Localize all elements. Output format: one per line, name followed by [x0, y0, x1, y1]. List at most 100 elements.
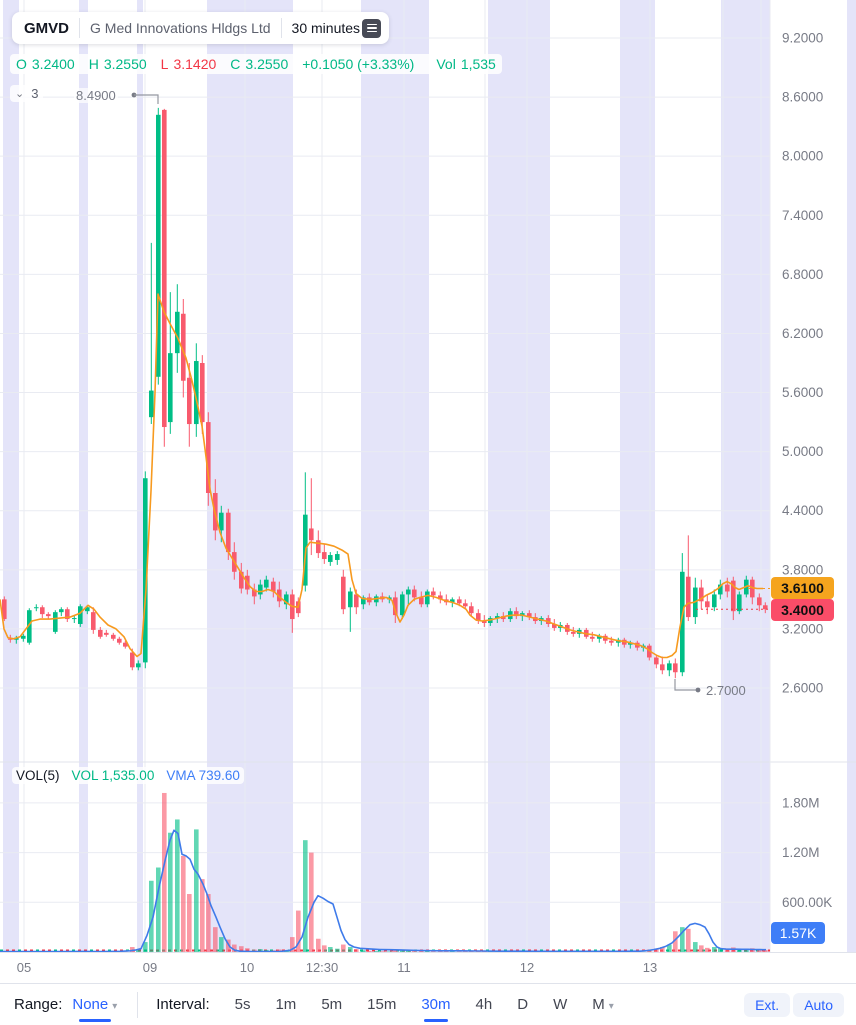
candle-body — [712, 594, 717, 607]
close-label: C — [230, 56, 240, 72]
volume-legend[interactable]: VOL(5) VOL 1,535.00 VMA 739.60 — [12, 767, 244, 784]
edge-band — [847, 0, 856, 952]
candle-body — [168, 353, 173, 422]
volume-bar — [341, 945, 346, 952]
candle-body — [91, 612, 96, 630]
candle-body — [660, 664, 665, 670]
session-band — [137, 0, 143, 952]
company-name: G Med Innovations Hldgs Ltd — [90, 20, 271, 36]
candle-body — [309, 528, 314, 540]
symbol-ticker[interactable]: GMVD — [24, 20, 69, 37]
list-icon[interactable] — [362, 19, 381, 38]
open-value: 3.2400 — [32, 56, 75, 72]
interval-option-4h[interactable]: 4h — [476, 996, 493, 1013]
volume-current-value: VOL 1,535.00 — [72, 768, 155, 783]
price-tick-label: 8.0000 — [782, 149, 823, 164]
volume-bar — [309, 853, 314, 952]
last-volume-badge: 1.57K — [771, 922, 825, 944]
candle-body — [725, 585, 730, 592]
time-label: 10 — [240, 960, 254, 975]
price-tick-label: 9.2000 — [782, 31, 823, 46]
volume-tick-label: 1.80M — [782, 795, 820, 810]
interval-option-5s[interactable]: 5s — [235, 996, 251, 1013]
price-tick-label: 5.6000 — [782, 385, 823, 400]
price-tick-label: 6.2000 — [782, 326, 823, 341]
indicator-collapse-chip[interactable]: ⌄ 3 — [10, 85, 43, 102]
volume-bar — [187, 894, 192, 952]
session-band — [361, 0, 429, 952]
price-tick-label: 7.4000 — [782, 208, 823, 223]
scale-buttons: Ext. Auto — [744, 993, 844, 1017]
interval-option-30m[interactable]: 30m — [421, 996, 450, 1013]
candle-body — [200, 363, 205, 422]
candle-body — [104, 633, 109, 635]
divider — [281, 18, 282, 38]
candle-body — [117, 639, 122, 643]
candle-body — [348, 591, 353, 607]
candle-body — [737, 594, 742, 611]
price-tick-label: 3.8000 — [782, 562, 823, 577]
candle-body — [264, 580, 269, 588]
candle-body — [354, 594, 359, 607]
interval-option-M[interactable]: M▾ — [592, 996, 614, 1013]
volume-ma-value: VMA 739.60 — [166, 768, 240, 783]
time-label: 11 — [397, 960, 411, 975]
candle-body — [258, 585, 263, 595]
chart-canvas[interactable]: 9.20008.60008.00007.40006.80006.20005.60… — [0, 0, 856, 952]
low-label: L — [161, 56, 169, 72]
chevron-down-icon[interactable]: ⌄ — [15, 87, 24, 100]
volume-tick-label: 600.00K — [782, 895, 832, 910]
range-value-button[interactable]: None▾ — [72, 996, 117, 1013]
volume-value: 1,535 — [461, 56, 496, 72]
candle-body — [654, 657, 659, 664]
auto-button[interactable]: Auto — [793, 993, 844, 1017]
candle-body — [406, 590, 411, 595]
candle-body — [400, 594, 405, 615]
candle-body — [34, 607, 39, 608]
price-tick-label: 2.6000 — [782, 681, 823, 696]
low-marker-dot — [696, 688, 701, 693]
price-tick-label: 4.4000 — [782, 503, 823, 518]
timeframe-label[interactable]: 30 minutes — [292, 20, 360, 36]
interval-option-1m[interactable]: 1m — [275, 996, 296, 1013]
volume-bar — [168, 833, 173, 952]
range-group: Range: None▾ — [0, 996, 137, 1013]
time-label: 12 — [520, 960, 534, 975]
volume-bar — [316, 939, 321, 952]
ma-price-badge: 3.6100 — [771, 577, 834, 599]
open-label: O — [16, 56, 27, 72]
session-band — [721, 0, 770, 952]
candle-body — [98, 630, 103, 637]
ext-button[interactable]: Ext. — [744, 993, 790, 1017]
chevron-down-icon: ▾ — [112, 1001, 117, 1012]
candle-body — [412, 590, 417, 598]
candle-body — [457, 599, 462, 603]
high-price-marker: 8.4900 — [74, 88, 118, 103]
volume-tick-label: 1.20M — [782, 845, 820, 860]
candle-body — [59, 609, 64, 612]
interval-option-D[interactable]: D — [517, 996, 528, 1013]
symbol-card[interactable]: GMVD G Med Innovations Hldgs Ltd 30 minu… — [12, 12, 389, 44]
price-tick-label: 3.2000 — [782, 621, 823, 636]
candle-body — [78, 606, 83, 624]
candle-body — [425, 591, 430, 604]
candle-body — [431, 591, 436, 595]
interval-option-5m[interactable]: 5m — [321, 996, 342, 1013]
candle-body — [46, 614, 51, 616]
volume-bar — [200, 879, 205, 952]
candle-body — [757, 597, 762, 605]
candle-body — [316, 540, 321, 553]
interval-option-W[interactable]: W — [553, 996, 567, 1013]
interval-option-15m[interactable]: 15m — [367, 996, 396, 1013]
candle-body — [463, 603, 468, 606]
volume-bar — [686, 929, 691, 952]
candle-body — [111, 635, 116, 639]
volume-bar — [194, 829, 199, 952]
candle-body — [72, 618, 77, 619]
